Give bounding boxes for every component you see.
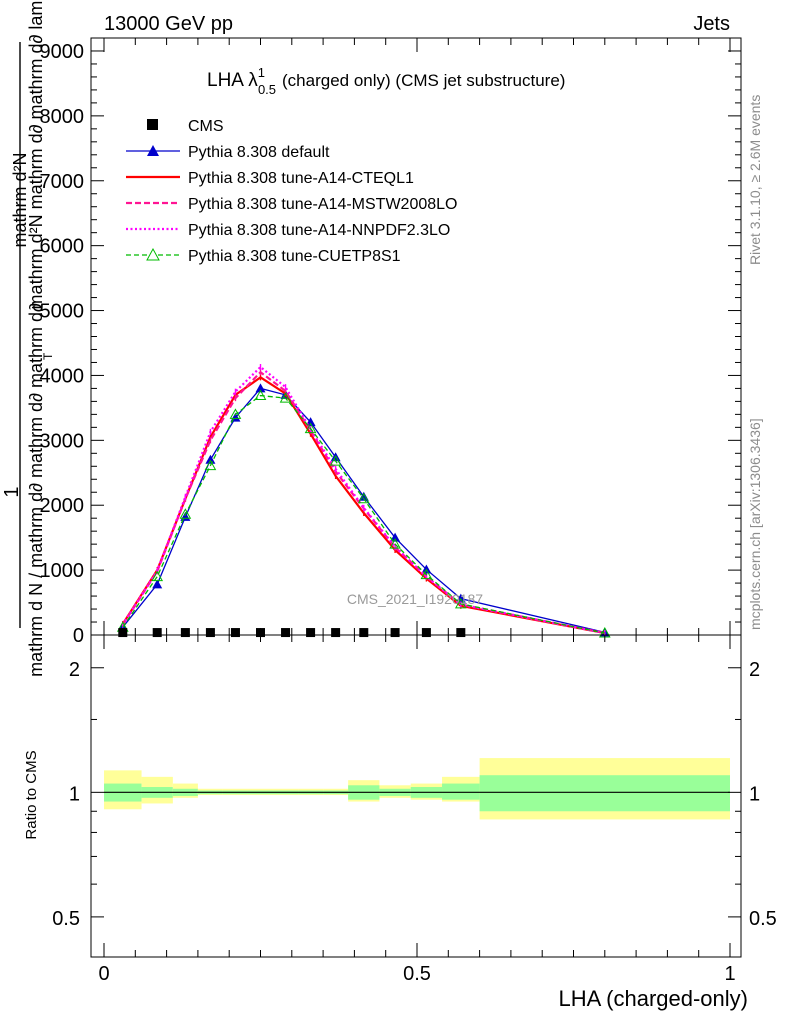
legend-marker-cuetp8s1 bbox=[146, 247, 160, 261]
ratio-panel: 0.5 0.51 12 2 0 0.5 1 Ratio to CMS LHA (charg… bbox=[23, 634, 777, 1011]
series-layer bbox=[116, 363, 611, 638]
main-y-tick-label: 4000 bbox=[40, 365, 85, 387]
main-y-label: 1 mathrm d N / mathrm d∂ mathrm d∂ mathr… bbox=[1, 0, 55, 677]
legend-label-mstw: Pythia 8.308 tune-A14-MSTW2008LO bbox=[188, 196, 457, 213]
ratio-y-tick-label-right: 0.5 bbox=[749, 908, 777, 930]
point-cms bbox=[118, 628, 128, 638]
point-cms bbox=[256, 628, 265, 638]
point-cuetp8s1 bbox=[204, 459, 217, 471]
point-cms bbox=[359, 628, 369, 638]
ratio-y-tick-label: 2 bbox=[69, 659, 80, 681]
main-y-tick-label: 9000 bbox=[40, 41, 85, 63]
plot-title: LHA λ1 0.5 (charged only) (CMS jet substru… bbox=[207, 65, 565, 97]
legend-label-cteql1: Pythia 8.308 tune-A14-CTEQL1 bbox=[188, 170, 414, 187]
point-cms bbox=[281, 628, 291, 638]
x-axis-label: LHA (charged-only) bbox=[558, 986, 748, 1011]
main-y-tick-label: 7000 bbox=[40, 171, 85, 193]
ratio-inner-band bbox=[479, 775, 730, 812]
point-cuetp8s1 bbox=[179, 508, 192, 519]
legend-label-default: Pythia 8.308 default bbox=[188, 144, 330, 161]
point-cms bbox=[205, 628, 215, 638]
point-cuetp8s1 bbox=[151, 570, 164, 582]
y-label-prefix: 1 bbox=[1, 486, 23, 497]
main-y-axis: 0 1000 2000 3000 4000 5000 6000 7000 8000 9000 bbox=[40, 41, 741, 647]
ratio-y-tick-label-right: 1 bbox=[749, 783, 760, 805]
series-line-mstw bbox=[121, 370, 606, 635]
ratio-inner-band bbox=[442, 783, 480, 800]
series-line-cuetp8s1 bbox=[122, 394, 605, 634]
y-label-sub: T bbox=[41, 352, 55, 360]
point-cuetp8s1 bbox=[229, 408, 242, 419]
header-process: Jets bbox=[693, 13, 730, 35]
point-cuetp8s1 bbox=[420, 568, 433, 580]
analysis-watermark: CMS_2021_I1920187 bbox=[347, 591, 483, 607]
ratio-x-tick-label: 0 bbox=[98, 963, 109, 985]
ratio-x-tick-label: 1 bbox=[724, 963, 735, 985]
point-default bbox=[255, 383, 266, 393]
legend-marker-default bbox=[147, 145, 159, 156]
ratio-frame bbox=[90, 634, 742, 958]
ratio-x-tick-label: 0.5 bbox=[403, 963, 431, 985]
main-x-ticks bbox=[103, 38, 731, 635]
main-y-tick-label: 6000 bbox=[40, 236, 85, 258]
legend-label-cuetp8s1: Pythia 8.308 tune-CUETP8S1 bbox=[188, 248, 401, 265]
y-label-numerator-extra: mathrm d²N mathrm d∂ mathrm d∂ lambda bbox=[26, 0, 46, 309]
series-line-nnpdf bbox=[121, 365, 606, 635]
title-rest: (charged only) (CMS jet substructure) bbox=[282, 71, 565, 90]
title-main: LHA λ bbox=[207, 70, 258, 91]
legend: CMS Pythia 8.308 default Pythia 8.308 tune… bbox=[126, 118, 457, 265]
title-sub: 0.5 bbox=[258, 82, 276, 97]
series-line-cteql1 bbox=[121, 376, 606, 635]
legend-marker-cms bbox=[147, 119, 158, 130]
ratio-y-tick-label-right: 2 bbox=[749, 659, 760, 681]
point-cms bbox=[152, 628, 162, 638]
ratio-y-tick-label: 0.5 bbox=[52, 908, 80, 930]
point-cuetp8s1 bbox=[304, 422, 317, 434]
ratio-y-axis: 0.5 0.5 1 1 2 2 bbox=[52, 659, 777, 930]
ratio-x-axis: 0 0.5 1 bbox=[98, 635, 736, 985]
point-cms bbox=[390, 628, 400, 638]
point-cms bbox=[306, 628, 316, 638]
main-y-tick-label: 1000 bbox=[40, 560, 85, 582]
main-y-tick-label: 3000 bbox=[40, 430, 85, 452]
main-y-tick-label: 0 bbox=[73, 625, 84, 647]
point-cuetp8s1 bbox=[454, 597, 467, 609]
header-energy: 13000 GeV pp bbox=[104, 13, 233, 35]
main-y-tick-label: 2000 bbox=[40, 495, 85, 517]
main-y-tick-label: 5000 bbox=[40, 301, 85, 323]
point-cuetp8s1 bbox=[254, 389, 267, 401]
title-sup: 1 bbox=[258, 65, 265, 80]
point-cuetp8s1 bbox=[389, 538, 401, 549]
ratio-bands bbox=[104, 758, 730, 820]
point-default bbox=[152, 579, 163, 589]
y-label-denominator: mathrm d N / mathrm d∂ mathrm d∂ mathrm … bbox=[26, 303, 46, 677]
point-default bbox=[205, 454, 216, 464]
ratio-y-label: Ratio to CMS bbox=[23, 750, 40, 839]
point-cms bbox=[180, 628, 190, 638]
rivet-info: Rivet 3.1.10, ≥ 2.6M events bbox=[747, 95, 763, 265]
main-panel: 0 1000 2000 3000 4000 5000 6000 7000 8000 9000 LH… bbox=[1, 0, 742, 677]
point-cuetp8s1 bbox=[279, 392, 292, 403]
point-cms bbox=[421, 628, 431, 638]
mcplots-info: mcplots.cern.ch [arXiv:1306.3436] bbox=[747, 418, 763, 630]
point-cuetp8s1 bbox=[357, 492, 370, 504]
point-cms bbox=[331, 628, 341, 638]
ratio-y-tick-label: 1 bbox=[69, 783, 80, 805]
point-cms bbox=[230, 628, 240, 638]
main-y-tick-label: 8000 bbox=[40, 106, 85, 128]
point-cuetp8s1 bbox=[329, 455, 342, 466]
legend-label-cms: CMS bbox=[188, 118, 224, 135]
legend-label-nnpdf: Pythia 8.308 tune-A14-NNPDF2.3LO bbox=[188, 222, 450, 239]
point-cms bbox=[456, 628, 466, 638]
